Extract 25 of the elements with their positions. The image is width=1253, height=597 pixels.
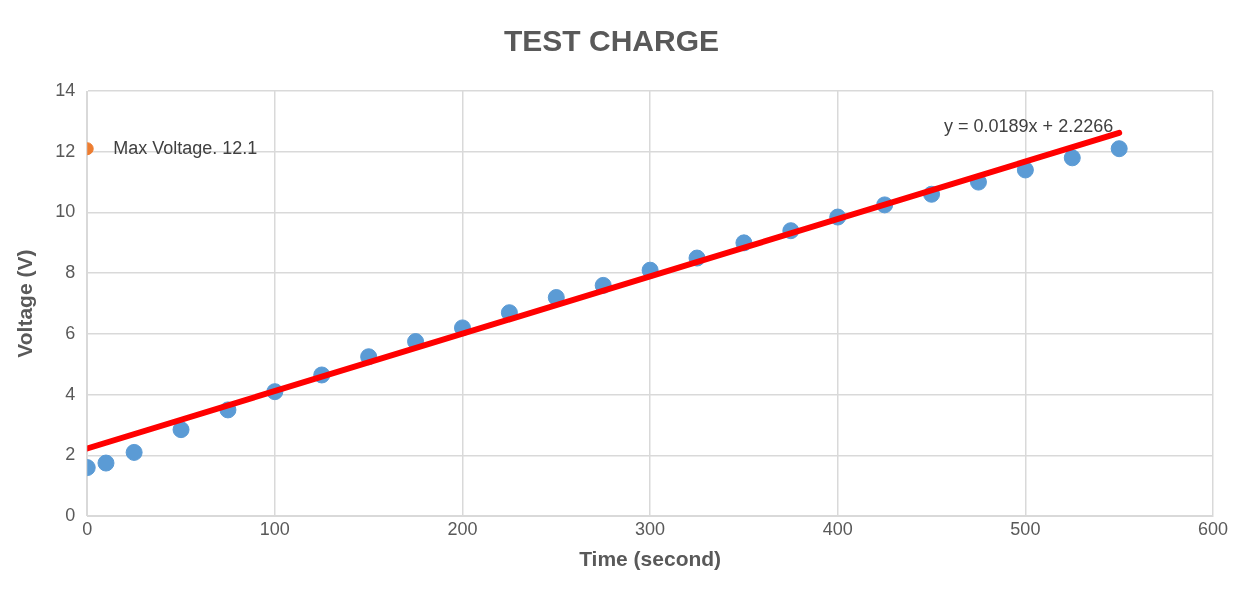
x-tick-label: 300 xyxy=(635,518,666,539)
point xyxy=(1063,149,1081,167)
x-tick-label: 0 xyxy=(82,518,93,539)
point xyxy=(97,454,115,472)
y-tick-label: 6 xyxy=(65,322,76,343)
x-tick-label: 600 xyxy=(1197,518,1229,539)
y-tick-label: 10 xyxy=(55,201,76,222)
annotation: y = 0.0189x + 2.2266 xyxy=(944,115,1114,136)
chart-title: TEST CHARGE xyxy=(503,24,720,58)
y-tick-label: 14 xyxy=(55,79,76,100)
annotation: Max Voltage. 12.1 xyxy=(113,137,258,158)
y-tick-label: 8 xyxy=(65,262,76,283)
y-tick-label: 0 xyxy=(65,505,76,526)
y-tick-label: 12 xyxy=(55,140,76,161)
x-tick-label: 400 xyxy=(822,518,853,539)
point xyxy=(125,443,143,461)
x-tick-label: 100 xyxy=(259,518,290,539)
point xyxy=(1110,140,1128,158)
y-tick-label: 4 xyxy=(65,383,76,404)
y-tick-label: 2 xyxy=(65,444,76,465)
y-axis-title: Voltage (V) xyxy=(13,249,37,358)
x-axis-title: Time (second) xyxy=(579,547,722,571)
x-tick-label: 500 xyxy=(1010,518,1041,539)
x-tick-label: 200 xyxy=(447,518,478,539)
point xyxy=(172,421,190,439)
